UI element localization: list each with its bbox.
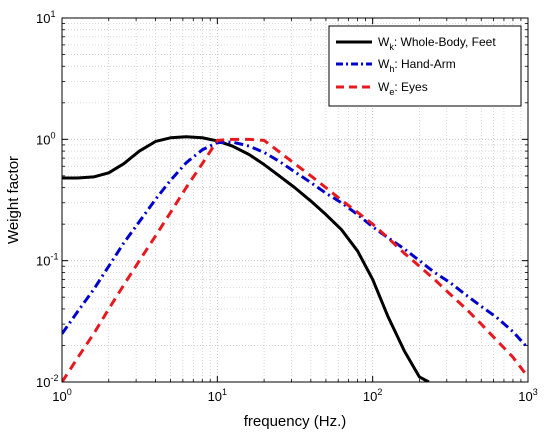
y-tick-label: 100: [36, 130, 55, 147]
legend-label-we: We: Eyes: [378, 80, 428, 97]
legend-label-wh: Wh: Hand-Arm: [378, 57, 456, 74]
x-tick-label: 101: [208, 387, 227, 404]
x-tick-label: 103: [518, 387, 537, 404]
series-line-we: [62, 137, 528, 382]
axis-ticks: [61, 17, 529, 383]
legend-label-wk: Wk: Whole-Body, Feet: [378, 35, 496, 52]
y-tick-label: 101: [36, 9, 55, 26]
x-axis-title: frequency (Hz.): [244, 413, 347, 430]
y-axis-title: Weight factor: [5, 156, 22, 244]
y-tick-label: 10-2: [36, 373, 58, 390]
series-line-wk: [62, 135, 430, 382]
legend: Wk: Whole-Body, Feet Wh: Hand-Arm We: Eyes: [328, 25, 522, 107]
series-line-wh: [62, 140, 528, 350]
tick-labels: 100 101 102 103 10-2 10-1 100 101: [36, 9, 538, 404]
x-tick-label: 102: [363, 387, 382, 404]
legend-box: [328, 25, 522, 107]
y-tick-label: 10-1: [36, 252, 58, 269]
x-tick-label: 100: [52, 387, 71, 404]
series-layer: [62, 135, 528, 382]
plot-frame: [61, 17, 529, 383]
